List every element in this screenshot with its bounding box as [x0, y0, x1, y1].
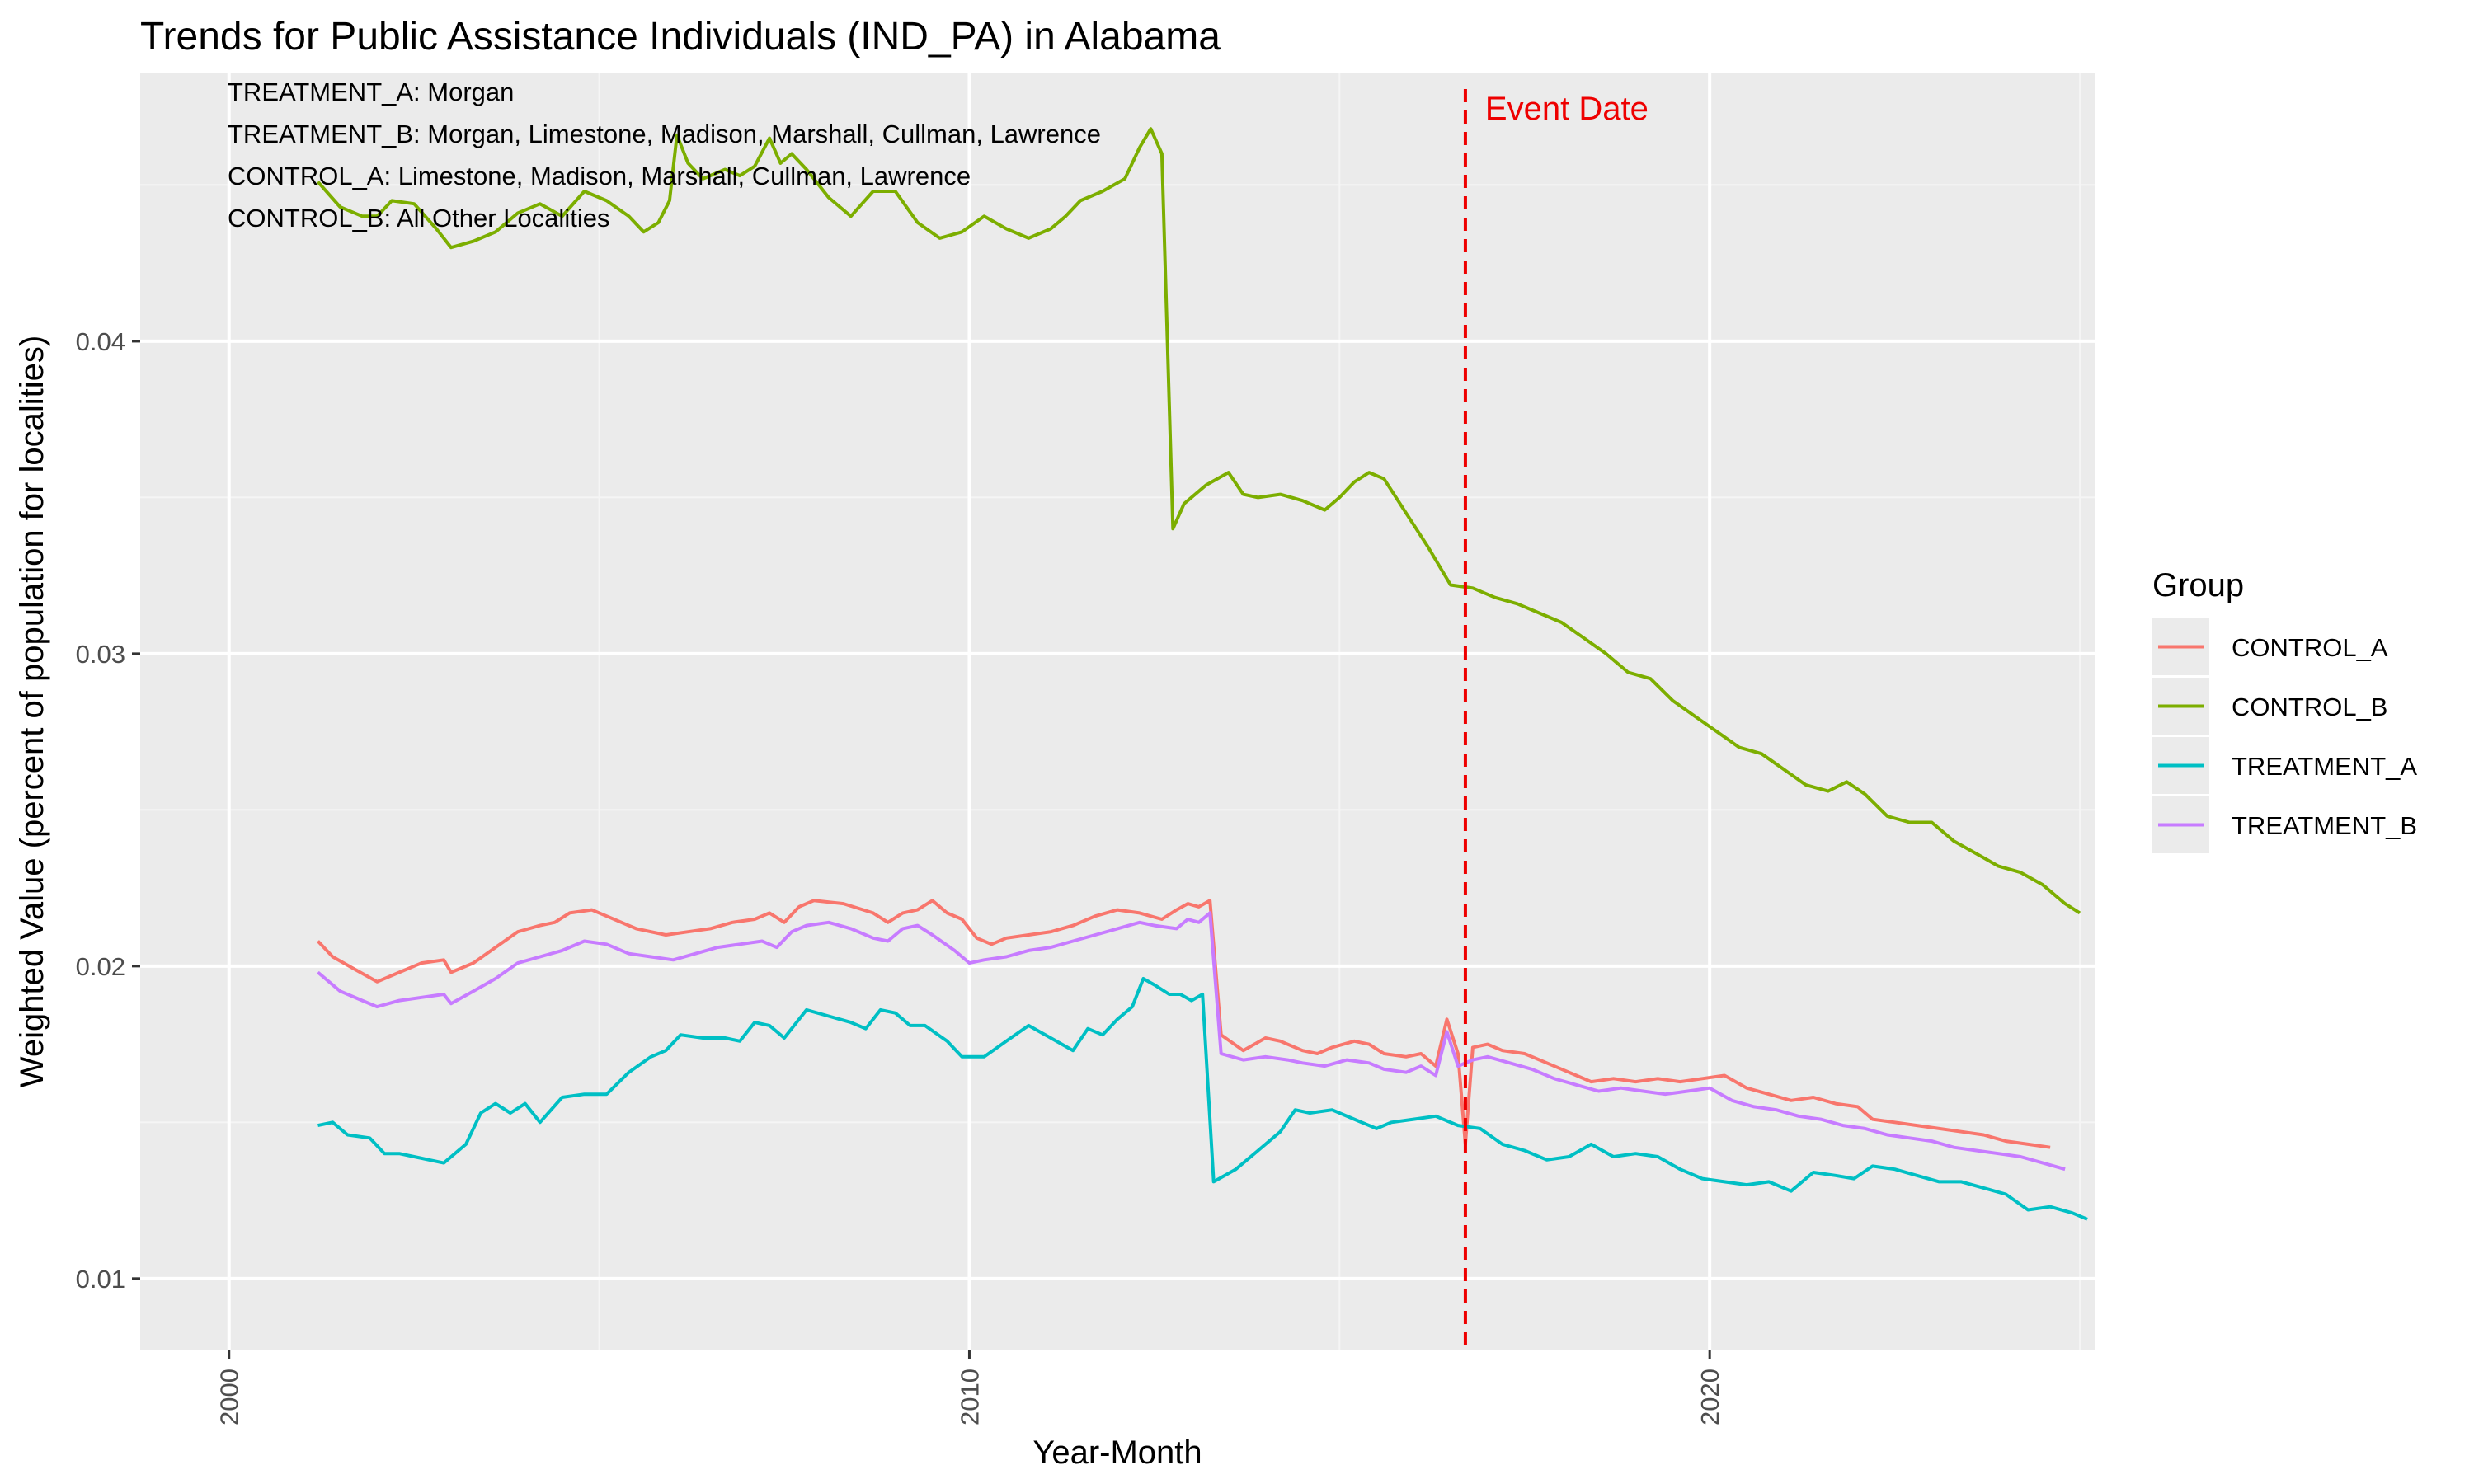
series-line-treatment-a	[317, 977, 2088, 1221]
x-axis-title: Year-Month	[1032, 1435, 1202, 1471]
series-line-control-a	[317, 899, 2051, 1149]
x-tick-label: 2000	[215, 1369, 244, 1425]
y-axis-title: Weighted Value (percent of population fo…	[14, 336, 50, 1087]
legend-label-treatment-b: TREATMENT_B	[2232, 811, 2417, 840]
legend-items: CONTROL_A CONTROL_B TREATMENT_A TREATMENT_B	[2152, 618, 2417, 853]
series-layer	[317, 127, 2088, 1221]
legend-label-control-a: CONTROL_A	[2232, 633, 2388, 662]
y-tick-label: 0.01	[76, 1265, 125, 1294]
annotation-control-a: CONTROL_A: Limestone, Madison, Marshall,…	[228, 162, 971, 190]
annotation-control-b: CONTROL_B: All Other Localities	[228, 204, 609, 232]
series-line-treatment-b	[317, 911, 2066, 1172]
y-tick-label: 0.03	[76, 640, 125, 669]
series-line-control-b	[317, 127, 2081, 915]
legend-title: Group	[2152, 567, 2244, 603]
chart-title: Trends for Public Assistance Individuals…	[140, 15, 1221, 59]
x-tick-label: 2010	[955, 1369, 984, 1425]
x-tick-label: 2020	[1696, 1369, 1724, 1425]
annotation-treatment-b: TREATMENT_B: Morgan, Limestone, Madison,…	[228, 120, 1101, 148]
legend-label-control-b: CONTROL_B	[2232, 693, 2387, 721]
event-date-label: Event Date	[1485, 91, 1649, 127]
y-tick-label: 0.04	[76, 327, 125, 356]
legend-label-treatment-a: TREATMENT_A	[2232, 752, 2417, 781]
grid-minor	[140, 73, 2095, 1350]
x-axis: 2000 2010 2020	[215, 1350, 1724, 1425]
y-axis: 0.01 0.02 0.03 0.04	[76, 327, 140, 1294]
plot-panel	[140, 73, 2095, 1350]
annotation-treatment-a: TREATMENT_A: Morgan	[228, 77, 514, 106]
y-tick-label: 0.02	[76, 952, 125, 981]
legend: Group CONTROL_A CONTROL_B TREATMENT_A TREAT…	[2152, 567, 2417, 853]
annotation-block: TREATMENT_A: Morgan TREATMENT_B: Morgan,…	[228, 77, 1101, 232]
